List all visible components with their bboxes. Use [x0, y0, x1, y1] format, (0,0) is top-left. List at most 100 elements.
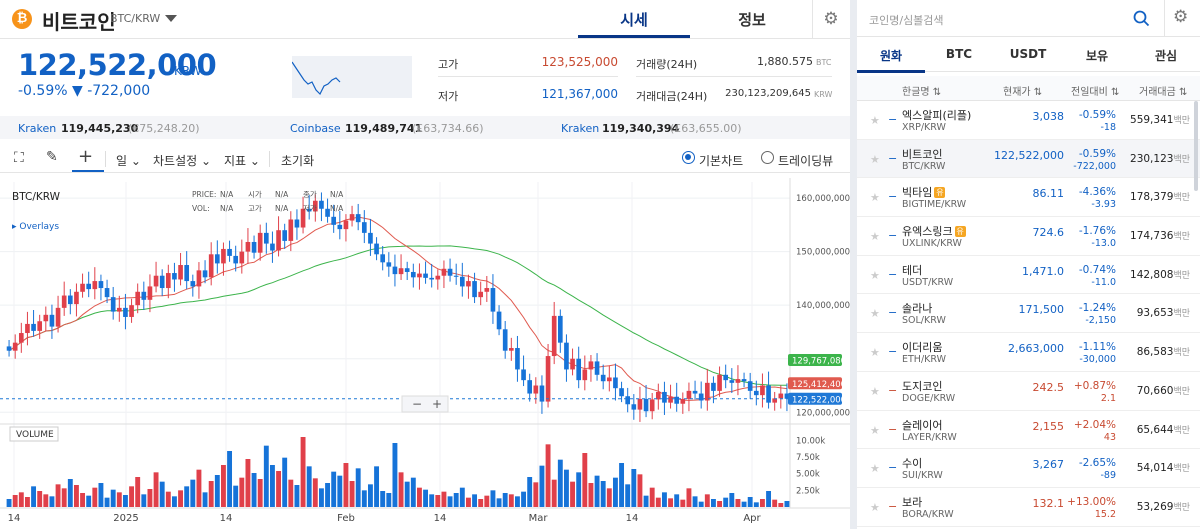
table-row[interactable]: ★ − 보라 BORA/KRW 132.1 +13.00% 15.2 53,269백만 [857, 488, 1200, 527]
coin-volume-unit: 백만 [1173, 348, 1190, 359]
candle [655, 391, 661, 400]
volume-bar [147, 489, 153, 507]
fullscreen-icon[interactable]: ⛶ [14, 150, 24, 166]
candle [539, 385, 545, 402]
gear-icon[interactable]: ⚙ [823, 9, 839, 29]
volume-bar [269, 465, 275, 507]
table-row[interactable]: ★ − 테더 USDT/KRW 1,471.0 -0.74% -11.0 142,808백만 [857, 256, 1200, 295]
star-icon[interactable]: ★ [870, 114, 880, 127]
table-row[interactable]: ★ − 수이 SUI/KRW 3,267 -2.65% -89 54,014백만 [857, 449, 1200, 488]
star-icon[interactable]: ★ [870, 500, 880, 514]
star-icon[interactable]: ★ [870, 346, 880, 360]
candle [441, 268, 447, 276]
indicators-button[interactable]: 지표 ⌄ [224, 154, 260, 168]
candle [435, 275, 441, 280]
table-row[interactable]: ★ − 유엑스링크 유 UXLINK/KRW 724.6 -1.76% -13.0 174,73… [857, 217, 1200, 256]
reset-button[interactable]: 초기화 [281, 154, 315, 168]
candle [361, 222, 367, 233]
volume-bar [747, 497, 753, 507]
table-row[interactable]: ★ − 엑스알피(리플) XRP/KRW 3,038 -0.59% -18 559,341백만 [857, 101, 1200, 140]
coin-volume-value: 70,660 [1136, 384, 1174, 397]
candle [447, 268, 453, 276]
x-tick-label: 14 [8, 513, 21, 524]
candle [257, 232, 263, 253]
volume-bar [92, 487, 98, 507]
zoom-in-button[interactable]: + [432, 397, 442, 411]
chart-settings-button[interactable]: 차트설정 ⌄ [153, 154, 212, 168]
star-icon[interactable]: ★ [870, 384, 880, 398]
table-row[interactable]: ★ − 솔라나 SOL/KRW 171,500 -1.24% -2,150 93,653백만 [857, 294, 1200, 334]
table-row[interactable]: ★ − 슬레이어 LAYER/KRW 2,155 +2.04% 43 65,644백만 [857, 411, 1200, 450]
price-chart[interactable]: 160,000,000 150,000,000 140,000,000 120,000… [0, 178, 850, 529]
coin-change-pct: -4.36% [1078, 186, 1116, 199]
price-tag-label: 125,412,400 [792, 380, 846, 390]
volume-bar [772, 499, 778, 507]
tradingview-radio[interactable] [761, 151, 774, 164]
scrollbar[interactable] [1194, 101, 1198, 191]
table-row[interactable]: ★ − 이더리움 ETH/KRW 2,663,000 -1.11% -30,000 86,58… [857, 333, 1200, 372]
star-icon[interactable]: ★ [870, 230, 880, 244]
zoom-out-button[interactable]: − [412, 397, 422, 411]
coin-volume-unit: 백만 [1173, 309, 1190, 320]
star-icon[interactable]: ★ [870, 152, 880, 166]
gear-icon[interactable]: ⚙ [1173, 7, 1189, 27]
volume-bar [337, 475, 343, 507]
volume-bar [410, 477, 416, 507]
basic-chart-radio[interactable] [682, 151, 695, 164]
crosshair-icon[interactable]: + [78, 146, 94, 167]
star-icon[interactable]: ★ [870, 423, 880, 437]
coin-change-amount: 15.2 [1094, 508, 1116, 520]
coin-change-pct: -0.74% [1078, 263, 1116, 276]
volume-bar [545, 444, 551, 507]
exchange-name[interactable]: Kraken [18, 122, 57, 135]
pencil-icon[interactable]: ✎ [46, 149, 58, 165]
candle [741, 379, 747, 382]
search-icon[interactable] [1133, 10, 1150, 27]
coin-dropdown-icon[interactable] [165, 15, 177, 22]
candle [594, 361, 600, 375]
col-volume[interactable]: 거래대금 ⇅ [1139, 87, 1188, 98]
table-row[interactable]: ★ − 비트코인 BTC/KRW 122,522,000 -0.59% -722,000 23… [857, 139, 1200, 179]
tradingview-label[interactable]: 트레이딩뷰 [778, 154, 834, 168]
tab-krw[interactable]: 원화 [879, 49, 903, 63]
volume-bar [80, 493, 86, 507]
radio-dot [685, 154, 691, 160]
col-name[interactable]: 한글명 ⇅ [902, 87, 942, 98]
volume-bar [306, 466, 312, 507]
volume-bar [570, 481, 576, 507]
tab-info[interactable]: 정보 [738, 11, 766, 29]
volume-bar [122, 495, 128, 507]
trend-mark-icon: − [888, 113, 898, 126]
exchange-name[interactable]: Kraken [561, 122, 600, 135]
coin-price: 86.11 [1032, 187, 1065, 201]
coin-volume: 70,660백만 [1137, 384, 1190, 397]
legend-open-value: N/A [275, 190, 289, 199]
coin-name: 보라 [902, 494, 922, 510]
tab-btc[interactable]: BTC [945, 47, 973, 61]
candle [508, 348, 514, 351]
star-icon[interactable]: ★ [870, 307, 880, 321]
volume-bar [637, 474, 643, 507]
x-tick-label: Feb [337, 513, 355, 524]
tab-usdt[interactable]: USDT [1009, 47, 1047, 61]
star-icon[interactable]: ★ [870, 191, 880, 205]
coin-name-text: 엑스알피(리플) [902, 109, 972, 122]
volume-bar [735, 499, 741, 507]
volume-unit: BTC [816, 58, 832, 67]
table-row[interactable]: ★ − 빅타임 유 BIGTIME/KRW 86.11 -4.36% -3.93 178,379… [857, 178, 1200, 218]
overlays-toggle[interactable]: ▸ Overlays [12, 222, 59, 232]
exchange-value: 119,489,741 [345, 122, 423, 135]
tab-holdings[interactable]: 보유 [1085, 49, 1109, 63]
table-row[interactable]: ★ − 도지코인 DOGE/KRW 242.5 +0.87% 2.1 70,660백만 [857, 372, 1200, 411]
exchange-name[interactable]: Coinbase [290, 122, 341, 135]
col-change[interactable]: 전일대비 ⇅ [1071, 87, 1120, 98]
interval-select[interactable]: 일 ⌄ [116, 154, 141, 168]
star-icon[interactable]: ★ [870, 462, 880, 476]
candle [270, 243, 275, 251]
tab-favorites[interactable]: 관심 [1154, 49, 1178, 63]
col-price[interactable]: 현재가 ⇅ [1003, 87, 1043, 98]
star-icon[interactable]: ★ [870, 268, 880, 282]
search-input[interactable]: 코인명/심볼검색 [869, 14, 944, 27]
tab-price[interactable]: 시세 [620, 11, 648, 29]
basic-chart-label[interactable]: 기본차트 [699, 154, 744, 168]
